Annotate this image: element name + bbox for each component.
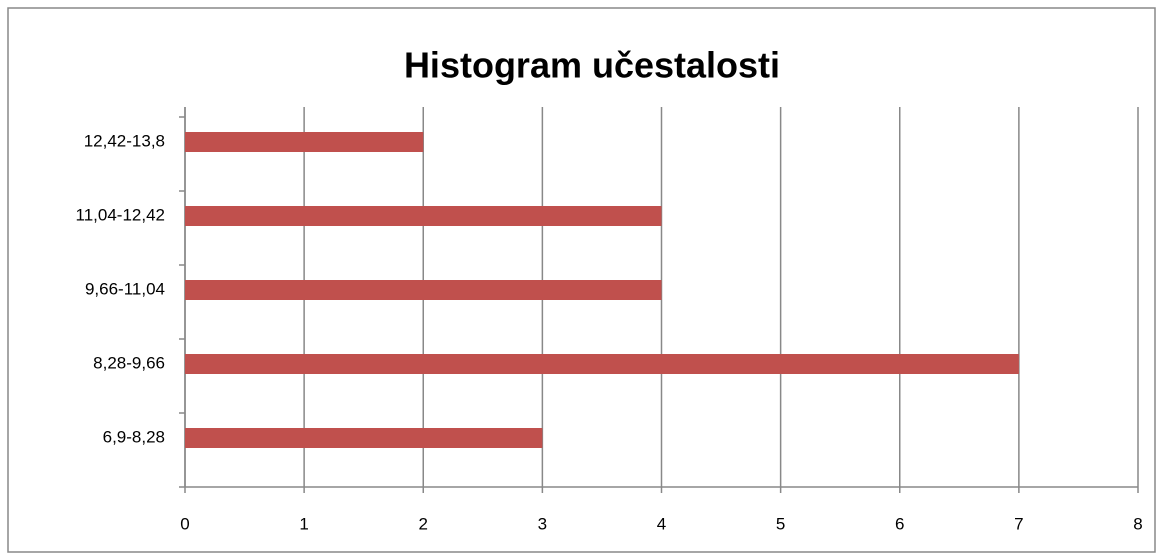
bar <box>185 428 543 448</box>
y-tick-label: 11,04-12,42 <box>76 205 165 224</box>
x-tick-label: 0 <box>180 514 189 533</box>
y-tick-label: 8,28-9,66 <box>93 353 165 372</box>
x-tick-label: 7 <box>1014 514 1023 533</box>
x-tick-label: 3 <box>538 514 547 533</box>
bar <box>185 206 662 226</box>
bar <box>185 354 1019 374</box>
y-tick-label: 12,42-13,8 <box>84 131 165 150</box>
x-tick-label: 4 <box>657 514 666 533</box>
x-tick-label: 1 <box>299 514 308 533</box>
bar <box>185 132 424 152</box>
bar <box>185 280 662 300</box>
x-tick-label: 2 <box>419 514 428 533</box>
y-tick-label: 9,66-11,04 <box>85 279 165 298</box>
x-tick-label: 5 <box>776 514 785 533</box>
y-tick-label: 6,9-8,28 <box>103 427 165 446</box>
chart-title: Histogram učestalosti <box>404 45 780 86</box>
x-tick-label: 6 <box>895 514 904 533</box>
x-tick-label: 8 <box>1133 514 1142 533</box>
